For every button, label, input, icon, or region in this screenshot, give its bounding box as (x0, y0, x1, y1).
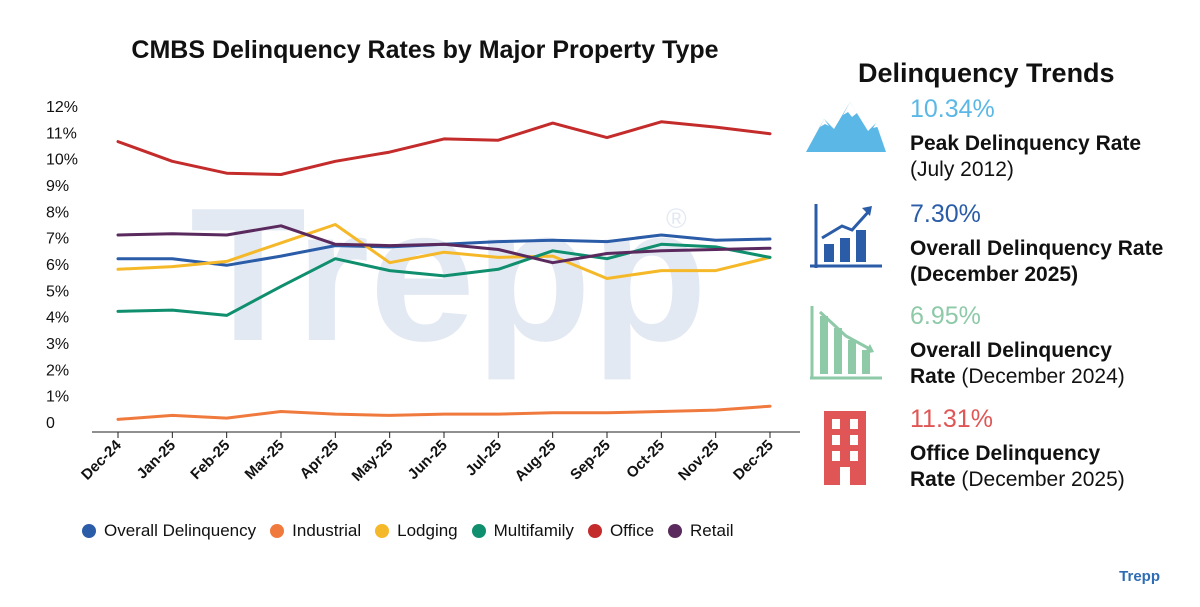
x-tick-label: Dec-25 (730, 437, 777, 484)
legend-label: Overall Delinquency (104, 521, 257, 540)
y-tick-label: 6% (46, 257, 69, 274)
legend-item: Lodging (375, 521, 458, 541)
x-tick-label: Sep-25 (567, 437, 614, 484)
x-tick-label: Jan-25 (134, 437, 180, 483)
trend-value: 7.30% (910, 200, 981, 228)
y-tick-label: 12% (46, 99, 78, 116)
legend-swatch (375, 524, 390, 538)
trend-office: 11.31% Office Delinquency Rate (December … (806, 405, 1186, 505)
x-tick-label: Jun-25 (405, 437, 451, 483)
x-tick-label: Oct-25 (623, 437, 668, 482)
y-tick-label: 2% (46, 362, 69, 379)
legend-item: Overall Delinquency (82, 521, 256, 541)
legend-swatch (668, 524, 683, 538)
legend-swatch (82, 524, 96, 538)
legend-label: Office (609, 521, 655, 540)
bar-chart-down-icon (806, 302, 886, 392)
series-line-lodging (116, 223, 772, 280)
line-chart: Trepp®01%2%3%4%5%6%7%8%9%10%11%12%Dec-24… (46, 99, 800, 485)
series-line-retail (116, 224, 772, 265)
legend-swatch (471, 524, 486, 538)
y-tick-label: 7% (46, 231, 69, 248)
legend-label: Retail (690, 521, 734, 540)
y-tick-label: 11% (46, 125, 77, 142)
legend-item: Multifamily (471, 521, 574, 541)
watermark-registered-mark: ® (666, 203, 687, 234)
legend-swatch (270, 524, 285, 538)
y-tick-label: 0 (46, 415, 55, 432)
trend-value: 11.31% (910, 405, 993, 433)
y-tick-label: 5% (46, 283, 69, 300)
x-tick-label: Mar-25 (242, 437, 288, 483)
legend-item: Office (587, 521, 655, 541)
y-tick-label: 9% (46, 178, 69, 195)
office-building-icon (806, 405, 886, 495)
legend-label: Lodging (397, 521, 458, 540)
y-tick-label: 1% (46, 389, 69, 406)
x-tick-label: Dec-24 (78, 436, 125, 483)
x-tick-label: Aug-25 (512, 437, 560, 485)
trend-label: Peak Delinquency Rate (July 2012) (910, 132, 1142, 181)
legend-label: Multifamily (493, 521, 574, 540)
trend-label: Overall Delinquency Rate (December 2025) (910, 237, 1164, 286)
chart-title: CMBS Delinquency Rates by Major Property… (131, 36, 719, 64)
trend-label: Office Delinquency Rate (December 2025) (910, 442, 1125, 491)
y-tick-label: 8% (46, 204, 69, 221)
series-line-office (116, 120, 772, 176)
brand-logo: Trepp (1119, 568, 1160, 585)
trend-peak: 10.34% Peak Delinquency Rate (July 2012) (806, 95, 1186, 195)
y-tick-label: 4% (46, 310, 69, 327)
y-tick-label: 10% (46, 152, 78, 169)
legend-label: Industrial (292, 521, 362, 540)
trend-value: 6.95% (910, 302, 981, 330)
legend-item: Retail (668, 521, 734, 541)
x-tick-label: Feb-25 (187, 437, 233, 483)
series-line-industrial (116, 404, 772, 421)
trend-value: 10.34% (910, 95, 995, 123)
legend-swatch (587, 524, 602, 538)
x-tick-label: Apr-25 (297, 437, 343, 483)
x-tick-label: Nov-25 (675, 437, 722, 484)
mountain-peak-icon (806, 95, 886, 185)
y-tick-label: 3% (46, 336, 69, 353)
trend-overall-2025: 7.30% Overall Delinquency Rate (December … (806, 200, 1186, 300)
x-tick-label: May-25 (349, 437, 397, 485)
x-tick-label: Jul-25 (462, 437, 505, 480)
trend-label: Overall Delinquency Rate (December 2024) (910, 339, 1125, 388)
trend-overall-2024: 6.95% Overall Delinquency Rate (December … (806, 302, 1186, 402)
legend-item: Industrial (270, 521, 361, 541)
series-line-multifamily (116, 242, 772, 317)
chart-legend: Overall Delinquency Industrial Lodging Mult… (82, 521, 748, 541)
side-panel-title: Delinquency Trends (858, 58, 1115, 88)
bar-chart-up-icon (806, 200, 886, 290)
